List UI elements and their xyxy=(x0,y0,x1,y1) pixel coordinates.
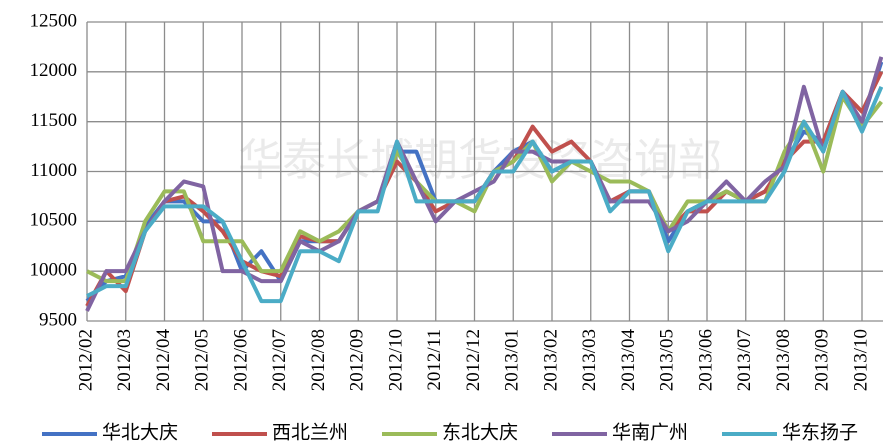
x-tick-label: 2012/12 xyxy=(463,329,484,391)
y-tick-label: 12500 xyxy=(30,10,78,31)
x-tick-label: 2013/05 xyxy=(657,329,678,391)
x-tick-label: 2012/10 xyxy=(385,329,406,391)
x-tick-label: 2013/10 xyxy=(850,329,871,391)
x-tick-label: 2012/05 xyxy=(192,329,213,391)
x-tick-label: 2012/11 xyxy=(424,329,445,391)
legend-label: 华北大庆 xyxy=(102,421,178,443)
x-tick-label: 2012/09 xyxy=(347,329,368,391)
legend-label: 华东扬子 xyxy=(782,421,858,443)
x-tick-label: 2013/08 xyxy=(773,329,794,391)
x-tick-label: 2013/03 xyxy=(579,329,600,391)
x-tick-label: 2012/03 xyxy=(114,329,135,391)
legend-label: 东北大庆 xyxy=(442,421,518,443)
x-tick-label: 2012/02 xyxy=(75,329,96,391)
watermark: 华泰长城期货投资咨询部 xyxy=(238,136,722,185)
series-line xyxy=(86,85,883,304)
y-tick-label: 11500 xyxy=(30,110,77,131)
legend-label: 西北兰州 xyxy=(272,421,348,443)
x-tick-label: 2012/07 xyxy=(269,329,290,391)
x-tick-label: 2012/08 xyxy=(308,329,329,391)
x-tick-label: 2012/06 xyxy=(230,329,251,391)
x-tick-label: 2013/01 xyxy=(502,329,523,391)
y-tick-label: 10500 xyxy=(30,210,78,231)
y-tick-label: 12000 xyxy=(30,60,78,81)
x-tick-label: 2013/07 xyxy=(734,329,755,391)
y-tick-label: 11000 xyxy=(30,160,77,181)
x-tick-label: 2013/02 xyxy=(540,329,561,391)
x-tick-label: 2013/09 xyxy=(812,329,833,391)
x-tick-label: 2012/04 xyxy=(153,329,174,392)
x-tick-label: 2013/04 xyxy=(618,329,639,392)
x-tick-label: 2013/06 xyxy=(695,329,716,391)
y-tick-label: 9500 xyxy=(39,309,77,330)
legend-label: 华南广州 xyxy=(612,421,688,443)
y-tick-label: 10000 xyxy=(30,260,78,281)
